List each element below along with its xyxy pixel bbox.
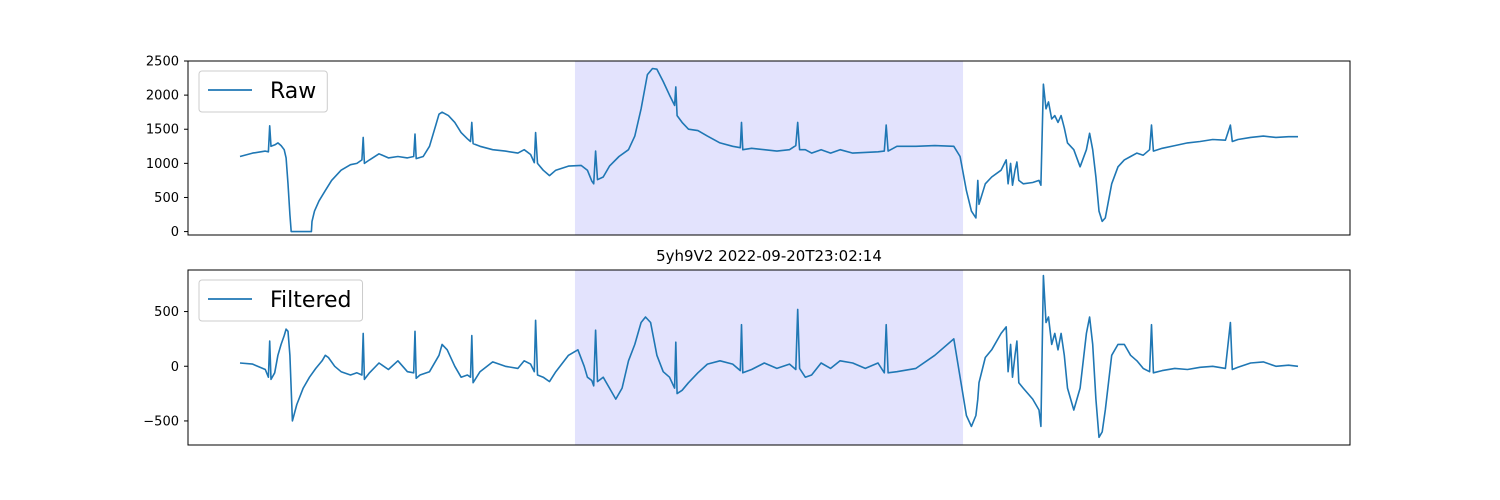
- legend-label: Raw: [270, 79, 316, 104]
- y-tick-label: 0: [171, 360, 179, 375]
- raw-subplot: 0 500 1000 1500 2000 2500 Raw: [146, 55, 1351, 240]
- y-axis: 0 500 1000 1500 2000 2500: [146, 55, 188, 240]
- legend-box: [198, 70, 328, 113]
- highlight-region: [574, 61, 964, 235]
- y-tick-label: 500: [154, 305, 179, 320]
- subplot-title: 5yh9V2 2022-09-20T23:02:14: [656, 247, 882, 265]
- legend: Filtered: [198, 279, 364, 322]
- legend-label: Filtered: [270, 288, 352, 313]
- highlight-region: [574, 270, 964, 445]
- y-tick-label: 2500: [146, 55, 179, 70]
- series-line: [239, 274, 1299, 439]
- y-tick-label: 0: [171, 225, 179, 240]
- y-tick-label: 1000: [146, 157, 179, 172]
- y-axis: −500 0 500: [143, 305, 188, 429]
- plot-frame: [187, 60, 1351, 236]
- y-tick-label: 1500: [146, 123, 179, 138]
- legend: Raw: [198, 70, 328, 113]
- raw-series: [239, 67, 1298, 233]
- y-tick-label: −500: [143, 414, 179, 429]
- y-tick-label: 500: [154, 191, 179, 206]
- filtered-subplot: −500 0 500 Filtered: [143, 269, 1351, 446]
- filtered-series: [239, 274, 1299, 439]
- plot-frame: [187, 269, 1351, 446]
- y-tick-label: 2000: [146, 89, 179, 104]
- series-line: [239, 67, 1298, 233]
- legend-box: [198, 279, 364, 322]
